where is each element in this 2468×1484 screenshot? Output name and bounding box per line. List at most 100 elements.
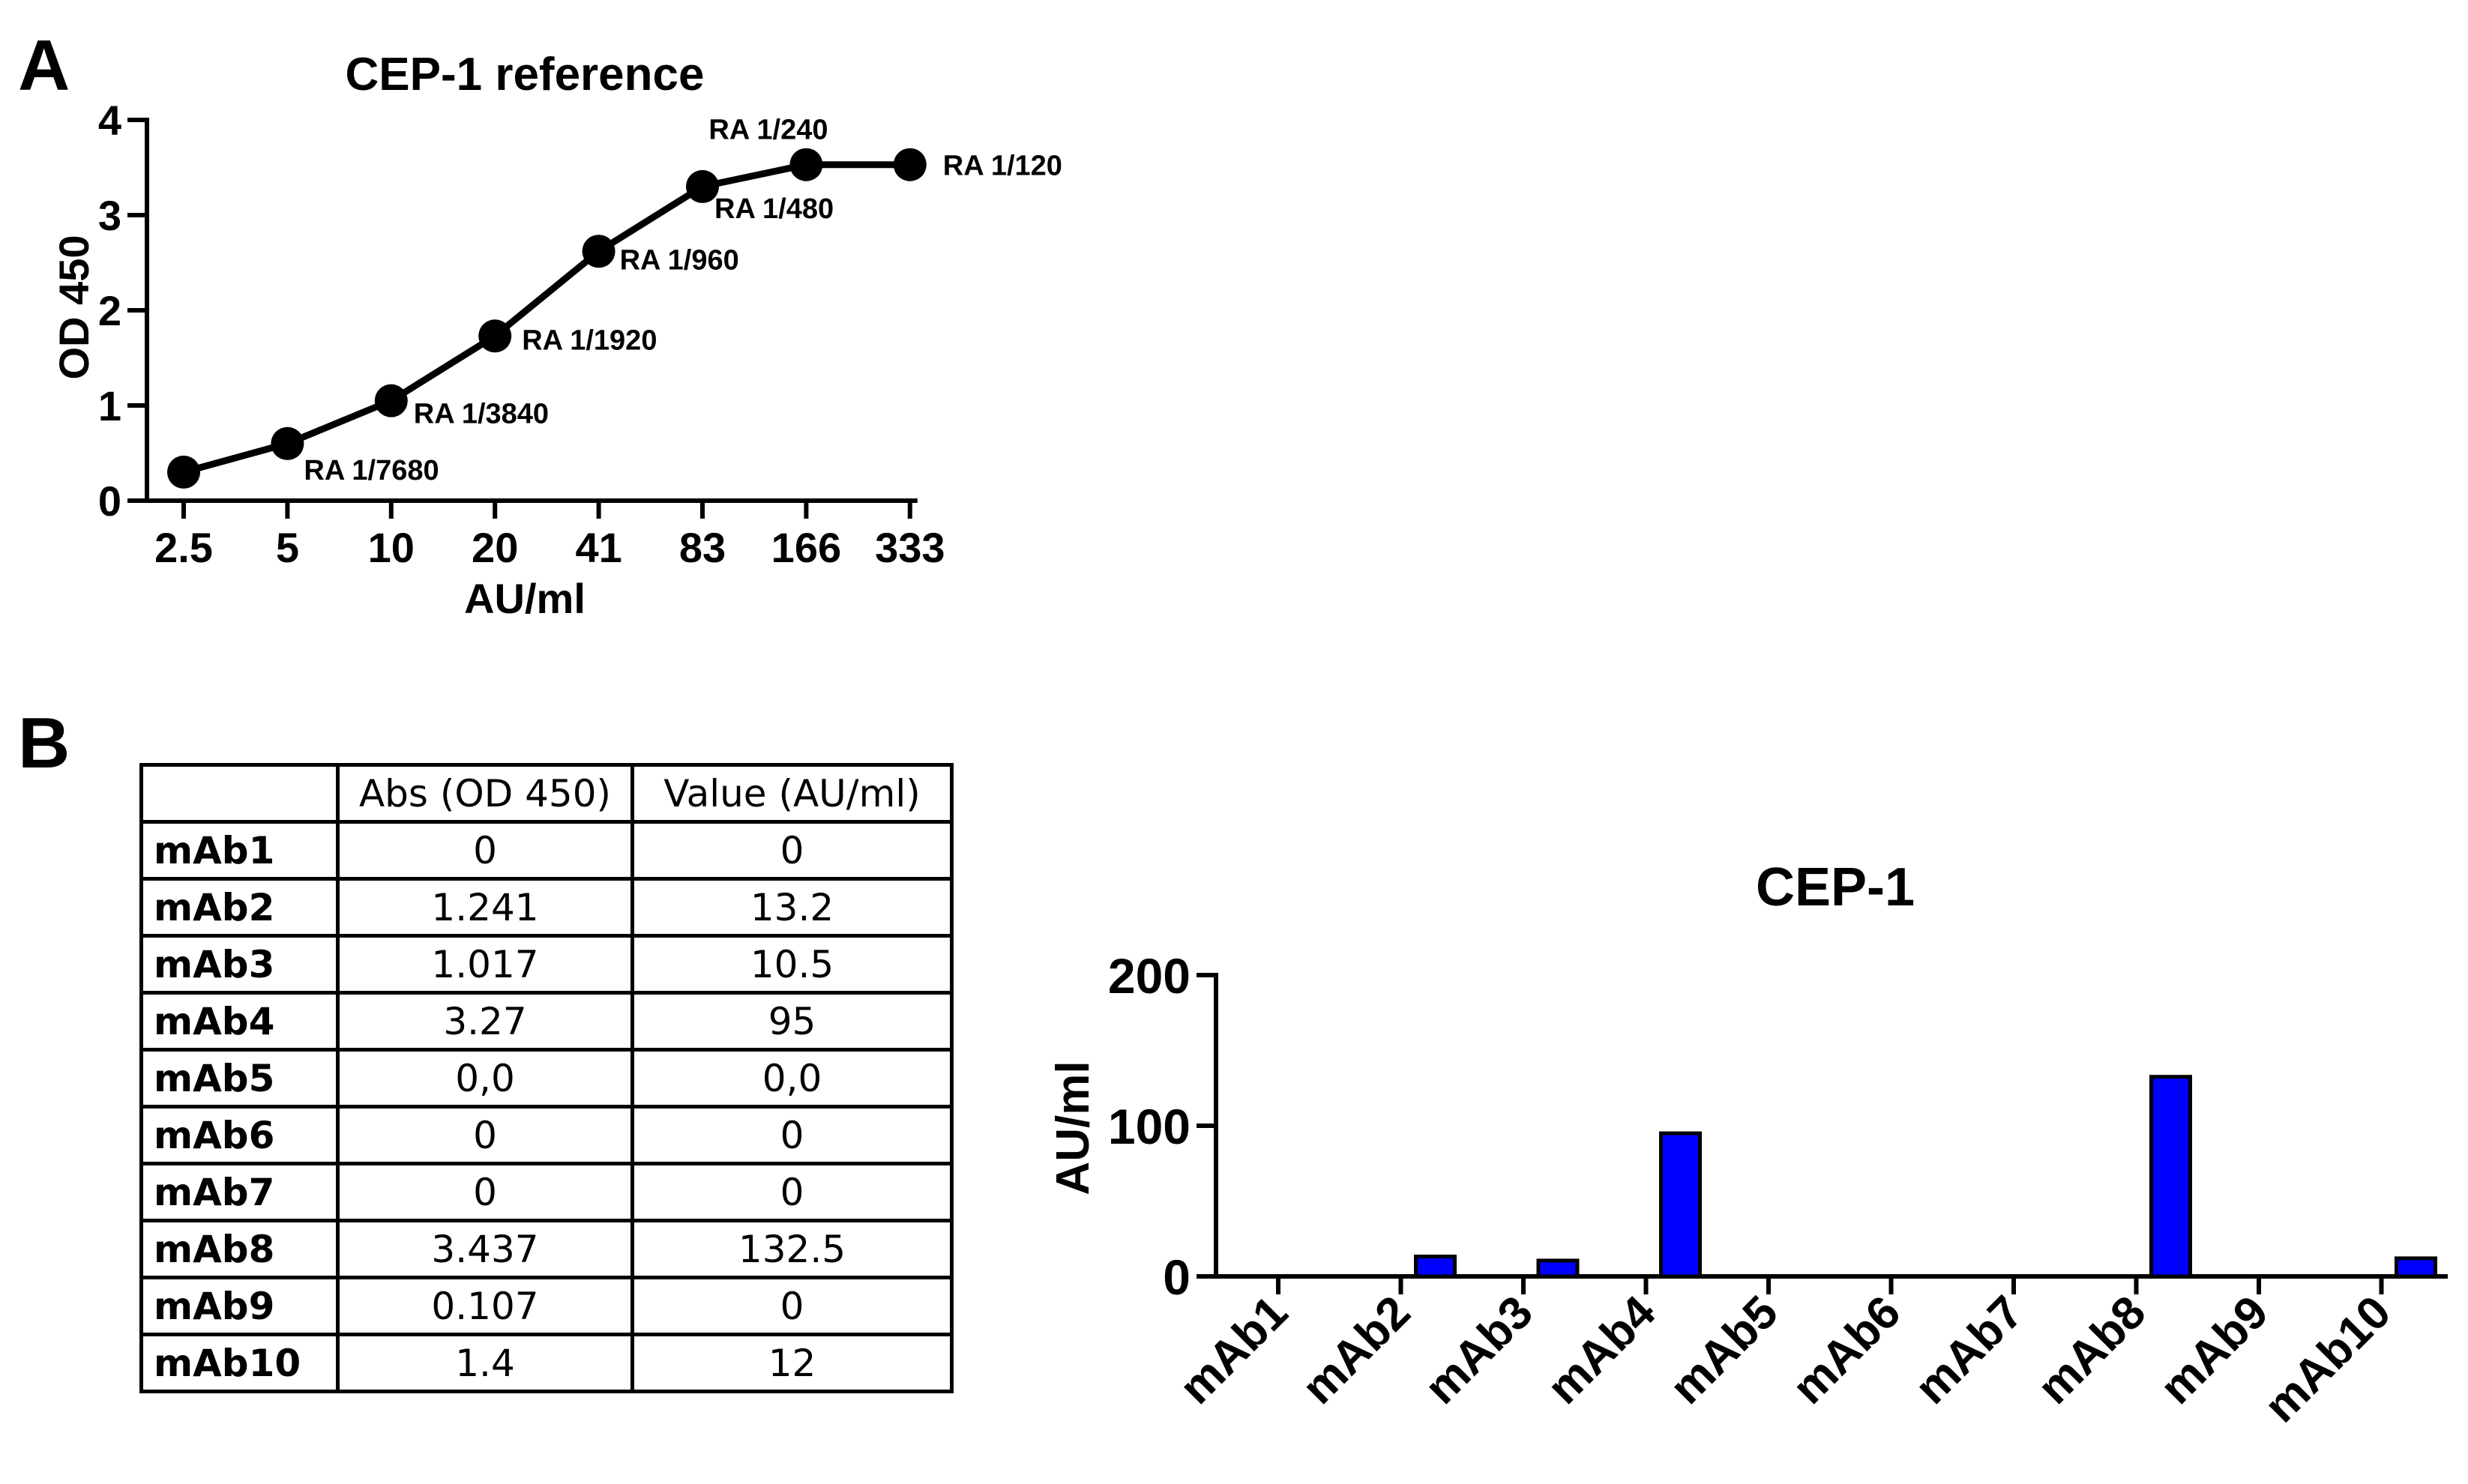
bar-chart-bar [2395,1256,2437,1279]
bar-chart-bar [1414,1254,1457,1279]
table-cell-label: mAb10 [139,1333,340,1393]
bar-chart-y-tick-label: 100 [1108,1099,1191,1154]
table-cell-label: mAb4 [139,991,340,1052]
table-cell-abs: 0 [336,1162,634,1222]
table-cell-label: mAb2 [139,877,340,938]
table-cell-value: 0 [630,1105,954,1165]
bar-chart-x-tick-label: mAb3 [1415,1286,1543,1414]
line-chart-point-label: RA 1/3840 [414,399,549,430]
panel-letter-a: A [18,25,70,106]
bar-chart-bar [1536,1258,1580,1279]
line-chart-series-line [182,161,910,476]
table-row: mAb4 3.27 95 [139,991,954,1052]
table-cell-abs: 1.017 [336,934,634,995]
bar-chart-x-tick-label: mAb7 [1905,1286,2033,1414]
line-chart-point-label: RA 1/960 [620,244,739,276]
table-row: mAb5 0,0 0,0 [139,1048,954,1109]
table-cell-label: mAb3 [139,934,340,995]
line-chart-point [167,455,200,489]
panel-letter-b: B [18,703,70,783]
line-chart-point [686,169,719,203]
line-chart-point-label: RA 1/1920 [522,325,657,356]
line-chart-x-tick-label: 20 [472,524,518,571]
table-row: mAb1 0 0 [139,820,954,881]
table-row: mAb8 3.437 132.5 [139,1219,954,1279]
line-chart-y-tick-label: 2 [98,287,121,334]
table-cell-value: 95 [630,991,954,1052]
bar-chart-x-tick-label: mAb10 [2254,1286,2401,1432]
line-chart-x-tick-label: 5 [276,524,299,571]
line-chart-y-tick-label: 0 [98,477,121,525]
table-row: mAb10 1.4 12 [139,1333,954,1393]
table-cell-value: 0 [630,820,954,881]
table-cell-label: mAb6 [139,1105,340,1165]
line-chart-x-tick-label: 83 [679,524,726,571]
bar-chart-y-axis-label: AU/ml [1047,1061,1099,1195]
line-chart-point-label: RA 1/7680 [304,455,439,486]
table-cell-abs: 1.241 [336,877,634,938]
table-cell-value: 10.5 [630,934,954,995]
table-header-row: Abs (OD 450) Value (AU/ml) [139,763,954,824]
table-row: mAb7 0 0 [139,1162,954,1222]
bar-chart-bar [1659,1131,1702,1279]
line-chart-x-tick-label: 41 [575,524,621,571]
table-cell-label: mAb9 [139,1276,340,1336]
line-chart-y-axis-label: OD 450 [50,235,97,380]
table-cell-value: 0 [630,1276,954,1336]
table-header-blank [139,763,340,824]
line-chart-x-axis-label: AU/ml [464,575,586,622]
line-chart-title: CEP-1 reference [345,49,704,100]
bar-chart-bar [2149,1075,2192,1279]
table-header-abs: Abs (OD 450) [336,763,634,824]
table-row: mAb9 0.107 0 [139,1276,954,1336]
line-chart-point-label: RA 1/120 [943,151,1062,182]
table-cell-label: mAb1 [139,820,340,881]
table-cell-abs: 0,0 [336,1048,634,1109]
line-chart-y-tick-label: 4 [98,97,121,144]
bar-chart-title: CEP-1 [1756,857,1915,917]
table-row: mAb2 1.241 13.2 [139,877,954,938]
line-chart-point [789,148,823,181]
bar-chart-x-tick-label: mAb6 [1783,1286,1911,1414]
bar-chart-y-tick-label: 0 [1163,1249,1191,1305]
bar-chart-x-tick-label: mAb8 [2028,1286,2156,1414]
line-chart-point [893,148,927,181]
bar-chart-x-tick-label: mAb4 [1538,1286,1666,1414]
table-cell-abs: 1.4 [336,1333,634,1393]
line-chart-x-tick-label: 2.5 [154,524,213,571]
bar-chart-x-tick-label: mAb5 [1660,1286,1788,1414]
line-chart-point [271,426,304,460]
table-cell-value: 132.5 [630,1219,954,1279]
bar-chart-x-tick-label: mAb1 [1170,1286,1298,1414]
line-chart-point [374,384,408,417]
line-chart-y-tick-label: 3 [98,192,121,239]
table-cell-value: 12 [630,1333,954,1393]
line-chart-x-tick-label: 10 [368,524,415,571]
antibody-table: Abs (OD 450) Value (AU/ml) mAb1 0 0 mAb2… [139,763,954,1393]
line-chart-point [478,319,512,353]
table-cell-value: 0 [630,1162,954,1222]
table-cell-abs: 3.437 [336,1219,634,1279]
table-row: mAb3 1.017 10.5 [139,934,954,995]
table-header-value: Value (AU/ml) [630,763,954,824]
line-chart-x-tick-label: 333 [875,524,945,571]
line-chart-y-tick-label: 1 [98,382,121,429]
table-cell-abs: 0 [336,820,634,881]
table-cell-abs: 3.27 [336,991,634,1052]
table-row: mAb6 0 0 [139,1105,954,1165]
bar-chart-x-tick-label: mAb2 [1292,1286,1421,1414]
table-cell-label: mAb7 [139,1162,340,1222]
table-cell-label: mAb8 [139,1219,340,1279]
table-cell-value: 13.2 [630,877,954,938]
table-cell-value: 0,0 [630,1048,954,1109]
line-chart-point [582,235,616,268]
line-chart-point-label: RA 1/240 [708,115,828,146]
table-cell-abs: 0 [336,1105,634,1165]
line-chart-x-tick-label: 166 [771,524,841,571]
table-cell-abs: 0.107 [336,1276,634,1336]
table-cell-label: mAb5 [139,1048,340,1109]
bar-chart-y-tick-label: 200 [1108,948,1191,1004]
line-chart-point-label: RA 1/480 [714,193,834,225]
